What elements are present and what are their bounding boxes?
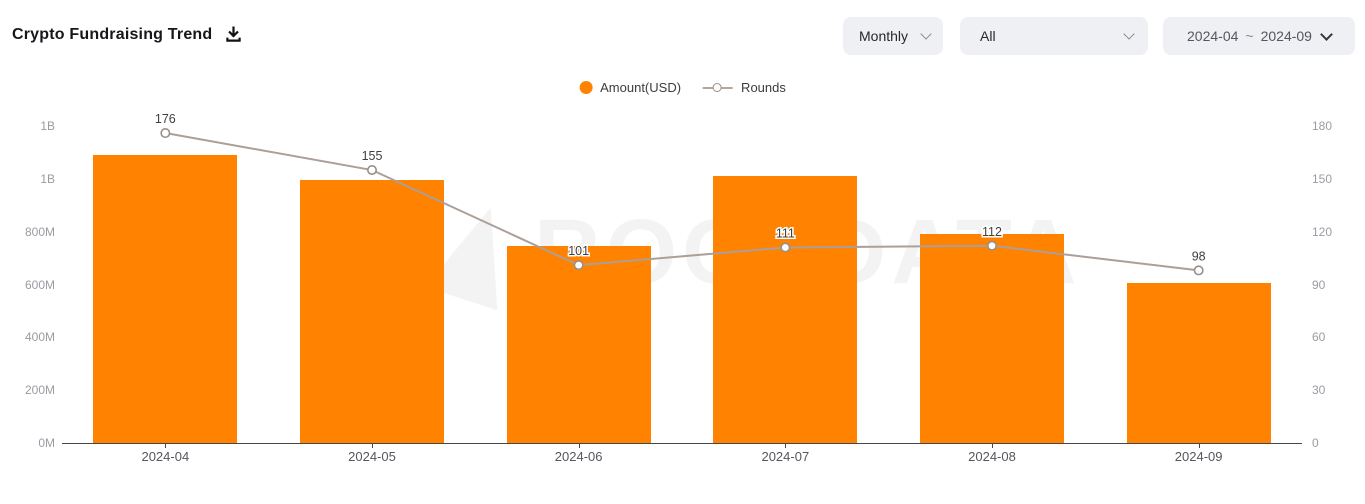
x-axis-tick xyxy=(992,444,993,448)
y-axis-label-left: 800M xyxy=(24,224,55,239)
y-axis-label-left: 0M xyxy=(38,436,55,450)
y-axis-label-left: 400M xyxy=(24,330,55,345)
download-button[interactable] xyxy=(224,25,243,44)
amount-legend-label: Amount(USD) xyxy=(600,80,682,95)
y-axis-label-right: 120 xyxy=(1312,224,1333,239)
amount-legend-marker-icon xyxy=(579,81,593,94)
rounds-legend-marker-icon xyxy=(703,82,734,93)
x-axis-tick xyxy=(785,444,787,448)
legend-item-rounds[interactable]: Rounds xyxy=(703,80,786,95)
y-axis-label-right: 0 xyxy=(1312,436,1319,450)
x-axis-label: 2024-07 xyxy=(761,449,810,464)
amount-bar[interactable] xyxy=(1126,283,1271,443)
rounds-point[interactable] xyxy=(573,260,584,271)
chevron-down-icon xyxy=(920,28,932,40)
download-icon xyxy=(226,26,242,42)
rounds-point[interactable] xyxy=(1193,265,1204,276)
amount-bar[interactable] xyxy=(920,234,1064,443)
amount-bar[interactable] xyxy=(93,155,238,443)
y-axis-label-left: 600M xyxy=(24,277,55,292)
x-axis-label: 2024-08 xyxy=(968,449,1016,464)
y-axis-label-right: 90 xyxy=(1312,277,1326,292)
amount-bar[interactable] xyxy=(300,180,444,443)
rounds-point-label: 176 xyxy=(155,112,176,126)
amount-bar[interactable] xyxy=(506,246,651,443)
date-range-start: 2024-04 xyxy=(1187,28,1239,44)
x-axis-label: 2024-06 xyxy=(554,449,603,464)
category-dropdown[interactable]: All xyxy=(960,17,1148,55)
rounds-point-label: 155 xyxy=(362,149,383,163)
rounds-point[interactable] xyxy=(986,240,997,251)
x-axis-tick xyxy=(165,444,167,448)
legend-item-amount[interactable]: Amount(USD) xyxy=(579,80,681,95)
chart-legend: Amount(USD) Rounds xyxy=(579,80,786,95)
date-range-end: 2024-09 xyxy=(1260,28,1312,44)
rounds-legend-label: Rounds xyxy=(741,80,786,95)
period-dropdown-value: Monthly xyxy=(859,28,909,44)
amount-bar[interactable] xyxy=(713,176,858,443)
y-axis-label-right: 150 xyxy=(1312,171,1333,186)
y-axis-label-right: 180 xyxy=(1312,119,1333,133)
x-axis-label: 2024-05 xyxy=(348,449,396,464)
header: Crypto Fundraising Trend xyxy=(12,25,243,44)
date-range-dropdown[interactable]: 2024-04 ~ 2024-09 xyxy=(1163,17,1355,55)
y-axis-label-right: 60 xyxy=(1312,330,1326,345)
y-axis-label-left: 1B xyxy=(40,171,55,186)
date-range-separator: ~ xyxy=(1245,28,1254,44)
x-axis-label: 2024-09 xyxy=(1174,449,1223,464)
rounds-point[interactable] xyxy=(366,165,377,176)
x-axis-tick xyxy=(372,444,373,448)
x-axis-tick xyxy=(578,444,580,448)
y-axis-label-left: 1B xyxy=(40,119,55,133)
chevron-down-icon xyxy=(1123,28,1135,40)
category-dropdown-value: All xyxy=(980,28,996,44)
rounds-point[interactable] xyxy=(780,242,791,253)
x-axis-line xyxy=(62,443,1302,444)
rounds-point-label: 98 xyxy=(1192,249,1206,263)
rounds-point[interactable] xyxy=(160,128,171,139)
chevron-down-icon xyxy=(1320,27,1333,41)
period-dropdown[interactable]: Monthly xyxy=(843,17,943,55)
y-axis-label-right: 30 xyxy=(1312,383,1326,398)
page-title: Crypto Fundraising Trend xyxy=(12,25,213,43)
y-axis-label-left: 200M xyxy=(24,383,55,398)
x-axis-label: 2024-04 xyxy=(141,449,190,464)
x-axis-tick xyxy=(1198,444,1200,448)
